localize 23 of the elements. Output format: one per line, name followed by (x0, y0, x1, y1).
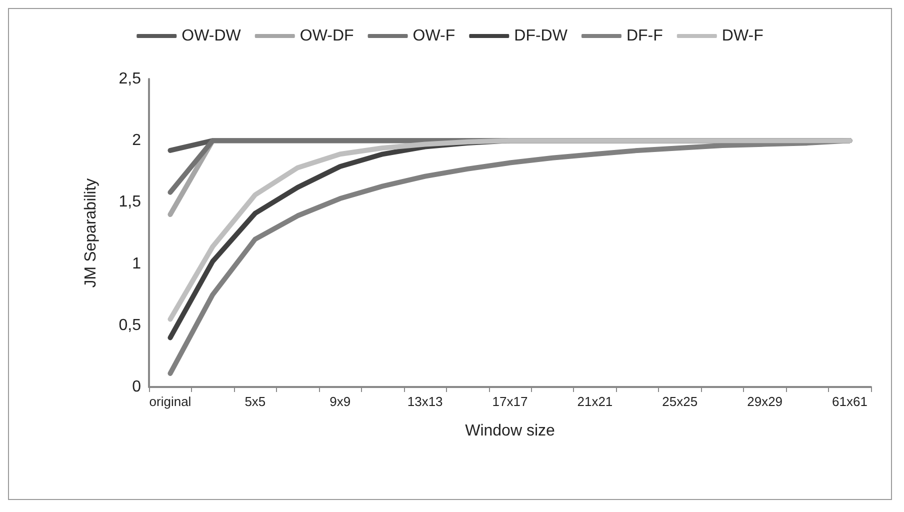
legend-label: DF-F (626, 28, 664, 44)
x-tick-label: 61x61 (832, 394, 868, 409)
legend-label: DF-DW (514, 28, 568, 44)
legend-label: OW-DF (300, 28, 354, 44)
x-tick-label: 5x5 (244, 394, 266, 409)
x-tick-label: 13x13 (407, 394, 443, 409)
x-tick-label: 9x9 (330, 394, 351, 409)
x-tick-label: 21x21 (577, 394, 613, 409)
y-tick-label: 0,5 (118, 316, 142, 334)
legend-label: OW-F (412, 28, 456, 44)
legend-label: OW-DW (182, 28, 242, 44)
legend-label: DW-F (722, 28, 764, 44)
y-tick-label: 0 (132, 378, 142, 396)
y-axis-title: JM Separability (82, 178, 100, 288)
y-tick-label: 2 (132, 132, 142, 150)
y-tick-label: 1,5 (118, 194, 142, 211)
x-tick-label: 29x29 (747, 394, 783, 409)
x-tick-label: 17x17 (492, 394, 528, 409)
y-tick-label: 1 (132, 255, 142, 272)
y-tick-label: 2,5 (118, 70, 142, 88)
x-tick-label: original (149, 394, 192, 409)
x-tick-label: 25x25 (662, 394, 698, 409)
x-axis-title: Window size (465, 422, 555, 440)
